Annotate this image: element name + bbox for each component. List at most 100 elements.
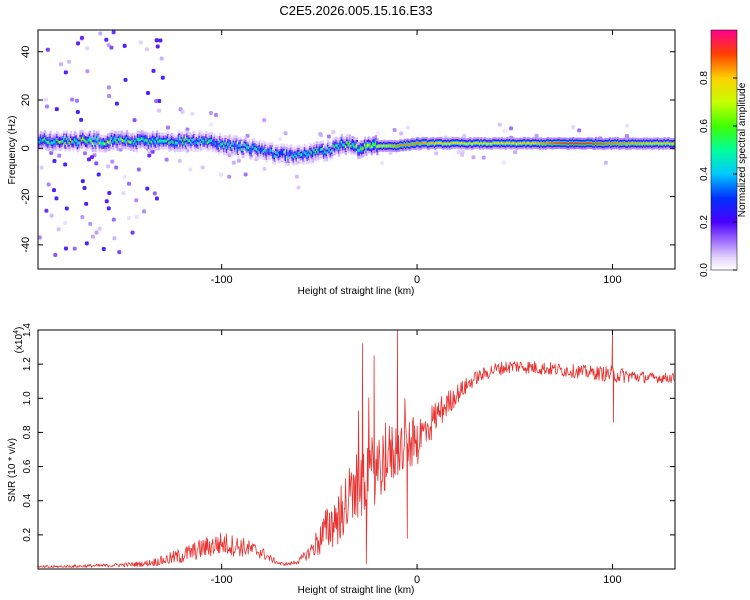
spectrogram-ridge-cell <box>660 142 664 145</box>
spectrogram-noise-cell <box>462 134 467 139</box>
spectrogram-ridge-cell <box>306 154 309 157</box>
spectrogram-ridge-cell <box>98 141 101 145</box>
spectrogram-ridge-cell <box>537 142 540 145</box>
spectrogram-ridge-cell <box>369 144 372 148</box>
spectrogram-ridge-cell <box>335 143 338 147</box>
spectrogram-noise-cell <box>388 150 393 155</box>
spectrogram-ridge-cell <box>84 139 88 143</box>
spectrogram-ridge-cell <box>499 142 502 145</box>
snr-ylabel: SNR (10 * v/v) <box>7 438 18 502</box>
spectrogram-ridge-cell <box>502 142 505 145</box>
spectrogram-noise-cell <box>134 198 139 203</box>
spectrogram-ytick-label: 20 <box>20 94 32 106</box>
spectrogram-ridge-cell <box>592 143 595 146</box>
spectrogram-ridge-cell <box>596 142 599 145</box>
spectrogram-noise-cell <box>90 234 95 239</box>
spectrogram-ridge-cell <box>258 146 261 150</box>
spectrogram-ridge-cell <box>113 137 116 141</box>
spectrogram-ridge-cell <box>384 145 387 148</box>
spectrogram-ridge-cell <box>355 144 358 147</box>
spectrogram-noise-cell <box>76 41 81 46</box>
spectrogram-ridge-cell <box>321 147 324 151</box>
spectrogram-panel: -100 0 100 -40 -20 0 20 40 Height of straight l… <box>7 29 676 297</box>
spectrogram-ridge-cell <box>508 141 512 144</box>
spectrogram-ridge-cell <box>86 140 89 144</box>
spectrogram-ridge-cell <box>134 139 137 143</box>
spectrogram-ridge-cell <box>336 144 339 148</box>
spectrogram-ridge-cell <box>116 140 119 144</box>
spectrogram-ridge-cell <box>292 155 296 159</box>
spectrogram-noise-cell <box>84 241 89 246</box>
spectrogram-ridge-cell <box>87 138 90 142</box>
spectrogram-ridge-cell <box>362 146 365 150</box>
spectrogram-noise-cell <box>130 230 135 235</box>
spectrogram-ridge-cell <box>450 142 453 145</box>
spectrogram-ridge-cell <box>552 142 555 145</box>
snr-ytick-label: 0.6 <box>22 459 33 473</box>
spectrogram-noise-cell <box>460 149 465 154</box>
spectrogram-ridge-cell <box>633 142 636 145</box>
spectrogram-ridge-cell <box>407 143 410 146</box>
spectrogram-ridge-cell <box>373 143 376 147</box>
spectrogram-ridge-cell <box>659 142 662 145</box>
spectrogram-ridge-cell <box>573 142 576 145</box>
spectrogram-ridge-cell <box>383 144 386 147</box>
colorbar-label: Normalized spectral amplitude <box>737 82 748 217</box>
spectrogram-ridge-cell <box>441 143 445 146</box>
spectrogram-ridge-cell <box>642 142 646 145</box>
spectrogram-xtick-label: -100 <box>211 274 233 286</box>
spectrogram-ridge-cell <box>127 139 130 143</box>
spectrogram-ridge-cell <box>247 146 250 150</box>
spectrogram-ridge-cell <box>525 142 528 145</box>
spectrogram-noise-cell <box>157 108 162 113</box>
snr-scale-label: (x104) <box>13 327 25 354</box>
spectrogram-noise-cell <box>236 158 241 163</box>
spectrogram-ridge-cell <box>474 142 477 145</box>
spectrogram-ridge-cell <box>409 144 412 146</box>
spectrogram-noise-cell <box>219 172 224 177</box>
colorbar: 0.0 0.2 0.4 0.6 0.8 Normalized spectral ampl… <box>699 29 748 277</box>
spectrogram-ridge-cell <box>95 137 99 141</box>
spectrogram-ridge-cell <box>532 141 535 144</box>
spectrogram-ridge-cell <box>473 141 476 144</box>
spectrogram-ridge-cell <box>262 150 265 154</box>
spectrogram-ridge-cell <box>491 142 494 145</box>
spectrogram-noise-cell <box>376 130 381 135</box>
snr-plot-area <box>38 330 675 569</box>
spectrogram-ridge-cell <box>160 139 163 143</box>
spectrogram-noise-cell <box>67 59 72 64</box>
spectrogram-noise-cell <box>63 246 68 251</box>
spectrogram-ridge-cell <box>142 137 145 141</box>
spectrogram-ridge-cell <box>500 141 503 144</box>
spectrogram-noise-cell <box>164 157 169 162</box>
spectrogram-noise-cell <box>97 226 102 231</box>
spectrogram-ridge-cell <box>233 145 237 149</box>
spectrogram-ridge-cell <box>343 143 346 147</box>
spectrogram-ridge-cell <box>664 142 668 145</box>
spectrogram-ridge-cell <box>273 154 276 158</box>
spectrogram-ridge-cell <box>555 142 558 145</box>
spectrogram-ridge-cell <box>57 140 60 144</box>
spectrogram-noise-cell <box>460 152 465 157</box>
spectrogram-ridge-cell <box>481 143 484 146</box>
spectrogram-ridge-cell <box>82 136 85 140</box>
spectrogram-ridge-cell <box>385 145 389 148</box>
spectrogram-noise-cell <box>624 134 629 139</box>
spectrogram-ridge-cell <box>625 143 628 146</box>
spectrogram-ridge-cell <box>154 140 157 144</box>
spectrogram-ridge-cell <box>580 142 583 145</box>
spectrogram-noise-cell <box>502 128 507 133</box>
spectrogram-ridge-cell <box>567 142 571 145</box>
spectrogram-ridge-cell <box>459 142 462 145</box>
spectrogram-ridge-cell <box>150 140 153 144</box>
spectrogram-noise-cell <box>88 221 93 226</box>
spectrogram-ridge-cell <box>588 142 591 145</box>
spectrogram-ridge-cell <box>452 142 456 145</box>
spectrogram-ridge-cell <box>396 145 400 148</box>
spectrogram-ridge-cell <box>198 137 201 141</box>
spectrogram-noise-cell <box>80 215 85 220</box>
spectrogram-ridge-cell <box>604 142 607 145</box>
spectrogram-ridge-cell <box>376 145 379 149</box>
spectrogram-noise-cell <box>70 97 75 102</box>
